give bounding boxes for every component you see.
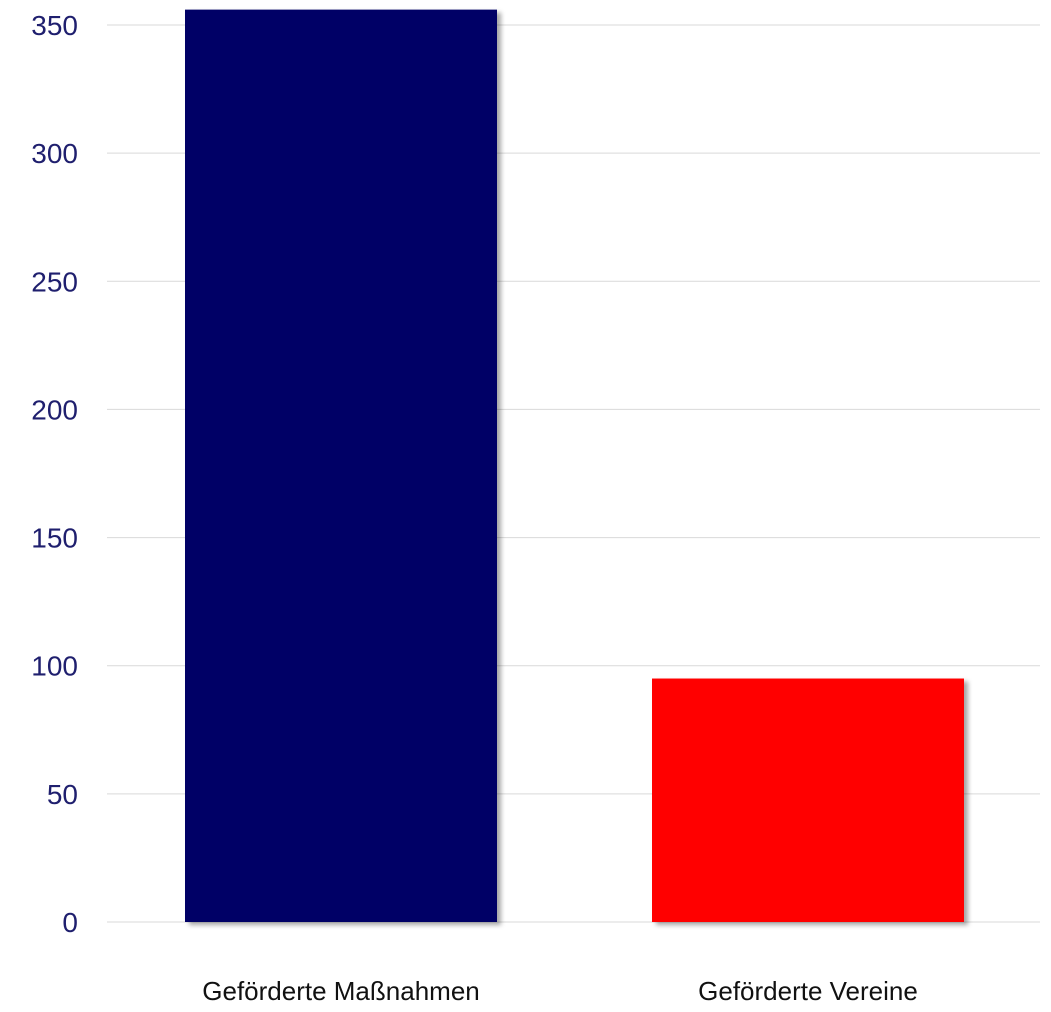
y-tick-label: 200	[31, 394, 78, 425]
x-axis-tick-labels: Geförderte Maßnahmen Geförderte Vereine	[202, 976, 918, 1006]
y-tick-label: 300	[31, 138, 78, 169]
y-tick-label: 150	[31, 523, 78, 554]
x-tick-label: Geförderte Maßnahmen	[202, 976, 479, 1006]
y-tick-label: 100	[31, 651, 78, 682]
bars	[185, 9, 964, 922]
y-tick-label: 50	[47, 779, 78, 810]
y-tick-label: 350	[31, 10, 78, 41]
y-tick-label: 250	[31, 266, 78, 297]
y-tick-label: 0	[62, 907, 78, 938]
y-axis-tick-labels: 0 50 100 150 200 250 300 350	[31, 10, 78, 938]
x-tick-label: Geförderte Vereine	[698, 976, 918, 1006]
bar	[185, 9, 497, 922]
bar	[652, 678, 964, 922]
